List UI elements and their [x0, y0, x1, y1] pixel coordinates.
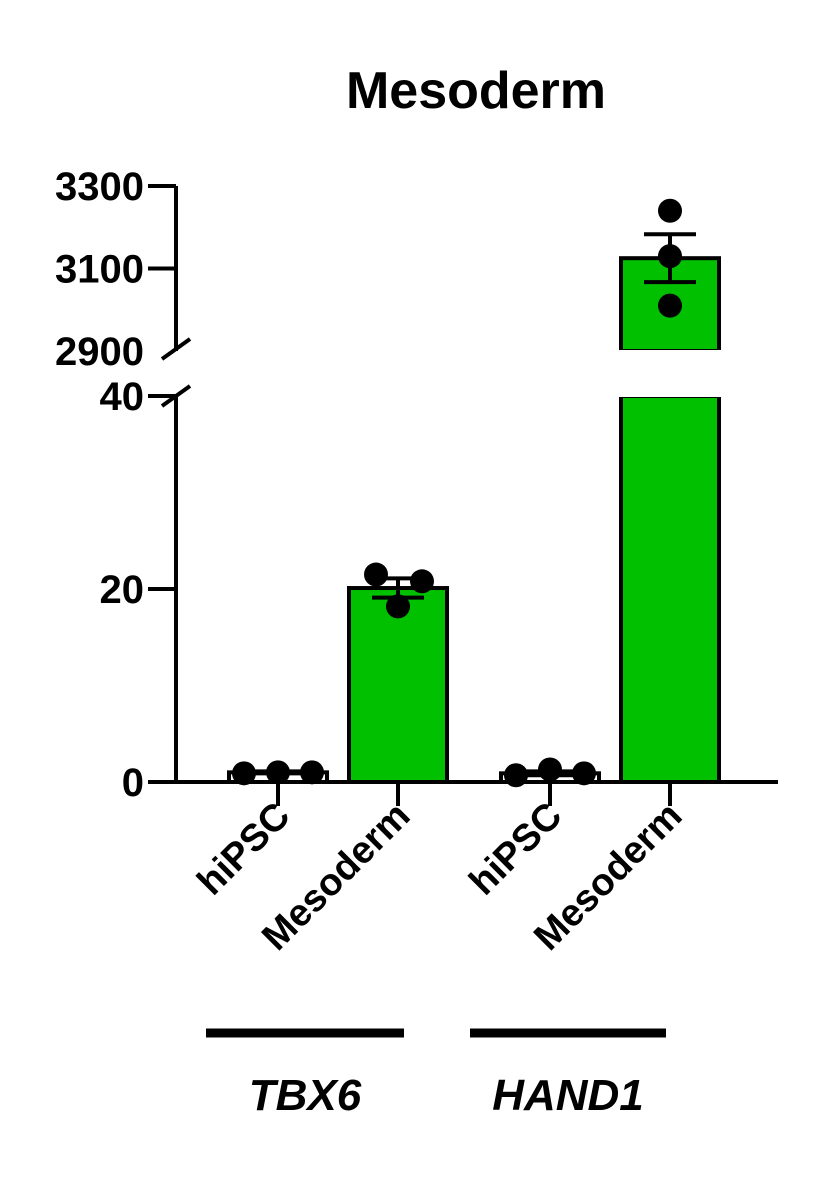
y-tick-label: 3300: [55, 165, 144, 209]
group-label: TBX6: [249, 1071, 362, 1120]
data-point: [504, 763, 528, 788]
data-point: [386, 594, 410, 619]
data-point: [300, 760, 324, 785]
bars: [227, 198, 722, 788]
data-point: [572, 761, 596, 786]
axes: 2900 3100 3300 0 20 40: [55, 165, 778, 806]
chart-title: Mesoderm: [346, 62, 606, 120]
y-tick-label: 2900: [55, 330, 144, 374]
data-point: [232, 761, 256, 786]
data-point: [658, 198, 682, 223]
data-point: [658, 244, 682, 269]
axis-break-mark: [160, 337, 192, 361]
data-point: [410, 569, 434, 594]
x-tick-label: hiPSC: [190, 795, 299, 904]
data-point: [266, 760, 290, 785]
y-tick-label: 3100: [55, 248, 144, 292]
data-point: [538, 757, 562, 782]
data-point: [658, 293, 682, 318]
x-tick-label: hiPSC: [462, 795, 571, 904]
y-tick-label: 40: [100, 375, 145, 419]
y-tick-label: 20: [100, 568, 145, 612]
y-tick-label: 0: [122, 761, 144, 805]
data-point: [364, 562, 388, 587]
group-label: HAND1: [492, 1071, 644, 1120]
bar-break-gap: [618, 350, 722, 397]
bar: [347, 586, 449, 784]
bar: [619, 394, 721, 784]
